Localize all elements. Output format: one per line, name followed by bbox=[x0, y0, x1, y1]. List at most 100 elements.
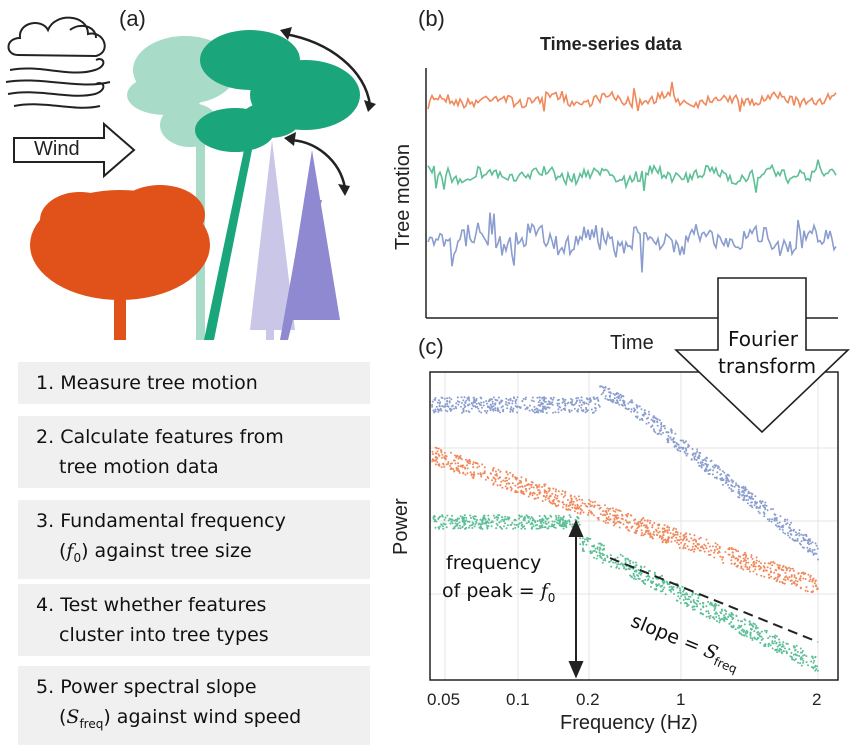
spectrum-point bbox=[693, 548, 696, 551]
spectrum-point bbox=[437, 409, 440, 412]
spectrum-point bbox=[807, 538, 810, 541]
spectrum-point bbox=[679, 450, 682, 453]
spectrum-point bbox=[553, 502, 555, 505]
spectrum-point bbox=[561, 401, 564, 404]
spectrum-point bbox=[759, 505, 762, 508]
spectrum-point bbox=[486, 527, 489, 530]
spectrum-point bbox=[734, 548, 737, 551]
spectrum-point bbox=[471, 404, 474, 406]
spectrum-point bbox=[583, 502, 586, 505]
spectrum-point bbox=[771, 518, 774, 521]
spectrum-point bbox=[746, 557, 749, 560]
spectrum-point bbox=[464, 527, 466, 530]
spectrum-point bbox=[623, 566, 626, 569]
spectrum-point bbox=[503, 525, 505, 528]
timeseries-lines bbox=[427, 81, 837, 273]
spectrum-point bbox=[516, 396, 519, 399]
spectrum-point bbox=[713, 618, 716, 620]
spectrum-point bbox=[710, 549, 713, 552]
spectrum-point bbox=[456, 467, 459, 470]
spectrum-point bbox=[586, 538, 589, 540]
spectrum-point bbox=[589, 397, 592, 400]
spectrum-point bbox=[545, 411, 548, 414]
spectrum-point bbox=[604, 386, 607, 388]
spectrum-point bbox=[767, 643, 770, 646]
spectrum-point bbox=[731, 551, 734, 554]
spectrum-point bbox=[630, 408, 633, 411]
spectrum-point bbox=[730, 488, 733, 491]
spectrum-point bbox=[480, 411, 483, 414]
spectrum-point bbox=[684, 593, 687, 596]
spectrum-point bbox=[624, 519, 627, 522]
spectrum-point bbox=[776, 645, 779, 648]
spectrum-point bbox=[433, 514, 436, 517]
spectrum-point bbox=[468, 520, 471, 523]
spectrum-point bbox=[443, 518, 446, 521]
spectrum-point bbox=[762, 511, 765, 514]
spectrum-point bbox=[647, 410, 650, 413]
spectrum-point bbox=[655, 588, 658, 591]
spectrum-point bbox=[556, 495, 559, 497]
spectrum-point bbox=[713, 466, 716, 469]
spectrum-point bbox=[658, 536, 661, 539]
spectrum-point bbox=[653, 522, 656, 524]
spectrum-point bbox=[615, 517, 618, 520]
spectrum-point bbox=[685, 535, 687, 538]
spectrum-point bbox=[676, 448, 679, 451]
spectrum-point bbox=[516, 491, 519, 493]
spectrum-point bbox=[468, 411, 471, 413]
spectrum-point bbox=[630, 401, 633, 404]
spectrum-point bbox=[638, 572, 641, 575]
spectrum-point bbox=[690, 458, 693, 461]
spectrum-point bbox=[436, 401, 439, 404]
spectrum-point bbox=[815, 585, 818, 588]
spectrum-point bbox=[680, 595, 683, 598]
spectrum-point bbox=[599, 385, 602, 388]
spectrum-point bbox=[454, 405, 457, 408]
spectrum-point bbox=[765, 631, 768, 634]
spectrum-point bbox=[732, 624, 735, 627]
step-text: Power spectral slope bbox=[60, 676, 257, 698]
spectrum-point bbox=[655, 417, 658, 420]
spectrum-point bbox=[500, 401, 503, 404]
spectrum-point bbox=[492, 482, 495, 485]
spectrum-point bbox=[739, 632, 742, 635]
spectrum-point bbox=[754, 500, 757, 503]
spectrum-point bbox=[507, 398, 510, 401]
spectrum-point bbox=[730, 479, 733, 481]
spectrum-point bbox=[483, 514, 486, 517]
spectrum-point bbox=[525, 490, 528, 492]
spectrum-point bbox=[499, 526, 502, 529]
spectrum-point bbox=[764, 645, 767, 647]
spectrum-point bbox=[489, 472, 492, 475]
spectrum-point bbox=[740, 565, 743, 568]
spectrum-point bbox=[456, 400, 459, 403]
spectrum-point bbox=[674, 432, 677, 435]
panel-label-c: (c) bbox=[418, 334, 444, 359]
spectrum-point bbox=[587, 511, 590, 514]
spectrum-point bbox=[458, 472, 461, 474]
spectrum-point bbox=[667, 435, 670, 437]
spectrum-point bbox=[638, 418, 641, 421]
spectrum-point bbox=[730, 547, 733, 549]
spectrum-point bbox=[800, 658, 802, 661]
spectrum-point bbox=[527, 516, 530, 519]
spectrum-point bbox=[707, 612, 710, 615]
spectrum-point bbox=[649, 536, 652, 538]
spectrum-point bbox=[557, 514, 560, 517]
spectrum-point bbox=[480, 475, 483, 478]
spectrum-point bbox=[652, 533, 655, 536]
spectrum-point bbox=[566, 499, 569, 501]
spectrum-point bbox=[597, 404, 600, 407]
spectrum-point bbox=[743, 623, 746, 626]
spectrum-point bbox=[795, 577, 798, 580]
spectrum-point bbox=[694, 593, 697, 595]
spectrum-point bbox=[450, 520, 453, 523]
spectrum-point bbox=[492, 405, 495, 408]
spectrum-point bbox=[767, 645, 770, 648]
spectrum-point bbox=[441, 453, 444, 456]
spectrum-point bbox=[446, 410, 449, 413]
spectrum-point bbox=[700, 466, 703, 469]
spectrum-point bbox=[741, 633, 743, 636]
